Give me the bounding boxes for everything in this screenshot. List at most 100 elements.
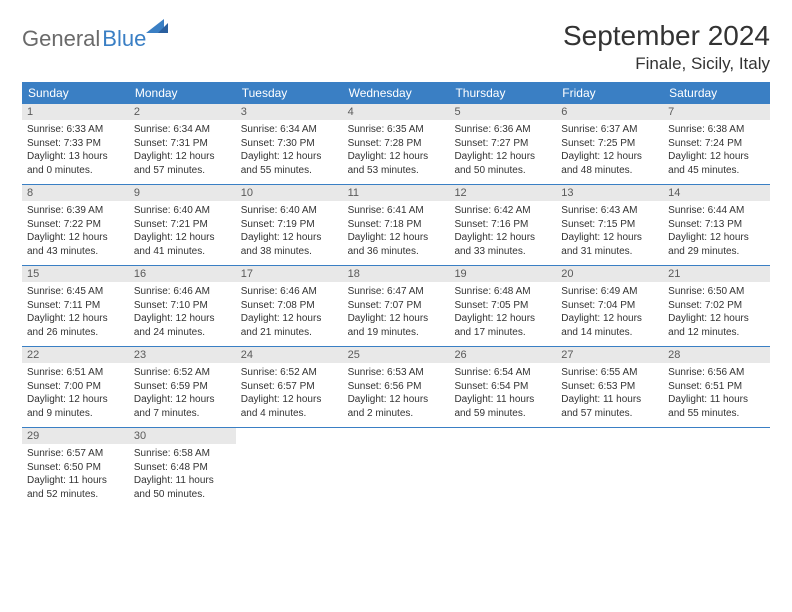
- day-number: 8: [22, 185, 129, 201]
- sunset-line: Sunset: 6:56 PM: [348, 380, 445, 394]
- day-number: 12: [449, 185, 556, 201]
- day-cell-5: 5Sunrise: 6:36 AMSunset: 7:27 PMDaylight…: [449, 104, 556, 184]
- day-cell-20: 20Sunrise: 6:49 AMSunset: 7:04 PMDayligh…: [556, 266, 663, 346]
- sunset-line: Sunset: 7:28 PM: [348, 137, 445, 151]
- sunset-line: Sunset: 7:15 PM: [561, 218, 658, 232]
- daylight-line: Daylight: 12 hours and 17 minutes.: [454, 312, 551, 339]
- day-number: 13: [556, 185, 663, 201]
- logo: GeneralBlue: [22, 26, 122, 52]
- day-number: 2: [129, 104, 236, 120]
- day-cell-29: 29Sunrise: 6:57 AMSunset: 6:50 PMDayligh…: [22, 428, 129, 508]
- day-body: Sunrise: 6:44 AMSunset: 7:13 PMDaylight:…: [663, 201, 770, 264]
- day-body: Sunrise: 6:57 AMSunset: 6:50 PMDaylight:…: [22, 444, 129, 507]
- sunrise-line: Sunrise: 6:43 AM: [561, 204, 658, 218]
- sunset-line: Sunset: 7:21 PM: [134, 218, 231, 232]
- day-body: Sunrise: 6:45 AMSunset: 7:11 PMDaylight:…: [22, 282, 129, 345]
- sunset-line: Sunset: 7:30 PM: [241, 137, 338, 151]
- sunrise-line: Sunrise: 6:51 AM: [27, 366, 124, 380]
- weekday-wednesday: Wednesday: [343, 82, 450, 104]
- day-number: 9: [129, 185, 236, 201]
- sunrise-line: Sunrise: 6:56 AM: [668, 366, 765, 380]
- weekday-sunday: Sunday: [22, 82, 129, 104]
- calendar: SundayMondayTuesdayWednesdayThursdayFrid…: [22, 82, 770, 508]
- week-row: 29Sunrise: 6:57 AMSunset: 6:50 PMDayligh…: [22, 428, 770, 508]
- sunset-line: Sunset: 7:33 PM: [27, 137, 124, 151]
- day-cell-11: 11Sunrise: 6:41 AMSunset: 7:18 PMDayligh…: [343, 185, 450, 265]
- sunset-line: Sunset: 6:48 PM: [134, 461, 231, 475]
- day-cell-25: 25Sunrise: 6:53 AMSunset: 6:56 PMDayligh…: [343, 347, 450, 427]
- day-number: 5: [449, 104, 556, 120]
- sunset-line: Sunset: 6:53 PM: [561, 380, 658, 394]
- day-cell-2: 2Sunrise: 6:34 AMSunset: 7:31 PMDaylight…: [129, 104, 236, 184]
- day-body: Sunrise: 6:36 AMSunset: 7:27 PMDaylight:…: [449, 120, 556, 183]
- day-cell-16: 16Sunrise: 6:46 AMSunset: 7:10 PMDayligh…: [129, 266, 236, 346]
- sunrise-line: Sunrise: 6:46 AM: [241, 285, 338, 299]
- sunrise-line: Sunrise: 6:40 AM: [241, 204, 338, 218]
- day-number: 26: [449, 347, 556, 363]
- day-number: 17: [236, 266, 343, 282]
- day-cell-13: 13Sunrise: 6:43 AMSunset: 7:15 PMDayligh…: [556, 185, 663, 265]
- day-body: Sunrise: 6:34 AMSunset: 7:30 PMDaylight:…: [236, 120, 343, 183]
- day-number: 7: [663, 104, 770, 120]
- sunrise-line: Sunrise: 6:48 AM: [454, 285, 551, 299]
- sunset-line: Sunset: 6:50 PM: [27, 461, 124, 475]
- daylight-line: Daylight: 12 hours and 36 minutes.: [348, 231, 445, 258]
- sunrise-line: Sunrise: 6:33 AM: [27, 123, 124, 137]
- weekday-saturday: Saturday: [663, 82, 770, 104]
- day-body: Sunrise: 6:40 AMSunset: 7:19 PMDaylight:…: [236, 201, 343, 264]
- daylight-line: Daylight: 12 hours and 45 minutes.: [668, 150, 765, 177]
- day-body: Sunrise: 6:55 AMSunset: 6:53 PMDaylight:…: [556, 363, 663, 426]
- sunrise-line: Sunrise: 6:50 AM: [668, 285, 765, 299]
- title-block: September 2024 Finale, Sicily, Italy: [563, 20, 770, 74]
- sunset-line: Sunset: 7:31 PM: [134, 137, 231, 151]
- sunset-line: Sunset: 7:04 PM: [561, 299, 658, 313]
- day-cell-18: 18Sunrise: 6:47 AMSunset: 7:07 PMDayligh…: [343, 266, 450, 346]
- day-number: 28: [663, 347, 770, 363]
- sunrise-line: Sunrise: 6:37 AM: [561, 123, 658, 137]
- empty-cell: [343, 428, 450, 508]
- daylight-line: Daylight: 12 hours and 21 minutes.: [241, 312, 338, 339]
- day-number: 27: [556, 347, 663, 363]
- sunrise-line: Sunrise: 6:39 AM: [27, 204, 124, 218]
- day-number: 14: [663, 185, 770, 201]
- daylight-line: Daylight: 12 hours and 26 minutes.: [27, 312, 124, 339]
- daylight-line: Daylight: 12 hours and 53 minutes.: [348, 150, 445, 177]
- day-cell-3: 3Sunrise: 6:34 AMSunset: 7:30 PMDaylight…: [236, 104, 343, 184]
- daylight-line: Daylight: 13 hours and 0 minutes.: [27, 150, 124, 177]
- sunrise-line: Sunrise: 6:58 AM: [134, 447, 231, 461]
- day-number: 15: [22, 266, 129, 282]
- sunrise-line: Sunrise: 6:40 AM: [134, 204, 231, 218]
- sunset-line: Sunset: 6:57 PM: [241, 380, 338, 394]
- sunrise-line: Sunrise: 6:52 AM: [241, 366, 338, 380]
- day-body: Sunrise: 6:53 AMSunset: 6:56 PMDaylight:…: [343, 363, 450, 426]
- day-number: 25: [343, 347, 450, 363]
- day-cell-27: 27Sunrise: 6:55 AMSunset: 6:53 PMDayligh…: [556, 347, 663, 427]
- week-row: 15Sunrise: 6:45 AMSunset: 7:11 PMDayligh…: [22, 266, 770, 347]
- sunrise-line: Sunrise: 6:35 AM: [348, 123, 445, 137]
- sunrise-line: Sunrise: 6:54 AM: [454, 366, 551, 380]
- day-number: 3: [236, 104, 343, 120]
- day-number: 20: [556, 266, 663, 282]
- daylight-line: Daylight: 12 hours and 48 minutes.: [561, 150, 658, 177]
- day-cell-6: 6Sunrise: 6:37 AMSunset: 7:25 PMDaylight…: [556, 104, 663, 184]
- week-row: 1Sunrise: 6:33 AMSunset: 7:33 PMDaylight…: [22, 104, 770, 185]
- daylight-line: Daylight: 12 hours and 7 minutes.: [134, 393, 231, 420]
- day-number: 23: [129, 347, 236, 363]
- daylight-line: Daylight: 12 hours and 41 minutes.: [134, 231, 231, 258]
- sunset-line: Sunset: 7:00 PM: [27, 380, 124, 394]
- daylight-line: Daylight: 12 hours and 50 minutes.: [454, 150, 551, 177]
- week-row: 8Sunrise: 6:39 AMSunset: 7:22 PMDaylight…: [22, 185, 770, 266]
- daylight-line: Daylight: 11 hours and 50 minutes.: [134, 474, 231, 501]
- day-cell-4: 4Sunrise: 6:35 AMSunset: 7:28 PMDaylight…: [343, 104, 450, 184]
- day-body: Sunrise: 6:41 AMSunset: 7:18 PMDaylight:…: [343, 201, 450, 264]
- logo-text-general: General: [22, 26, 100, 52]
- sunrise-line: Sunrise: 6:36 AM: [454, 123, 551, 137]
- day-cell-14: 14Sunrise: 6:44 AMSunset: 7:13 PMDayligh…: [663, 185, 770, 265]
- daylight-line: Daylight: 12 hours and 43 minutes.: [27, 231, 124, 258]
- day-body: Sunrise: 6:38 AMSunset: 7:24 PMDaylight:…: [663, 120, 770, 183]
- day-body: Sunrise: 6:43 AMSunset: 7:15 PMDaylight:…: [556, 201, 663, 264]
- sunrise-line: Sunrise: 6:53 AM: [348, 366, 445, 380]
- sunrise-line: Sunrise: 6:34 AM: [241, 123, 338, 137]
- sunset-line: Sunset: 7:07 PM: [348, 299, 445, 313]
- header: GeneralBlue September 2024 Finale, Sicil…: [22, 20, 770, 74]
